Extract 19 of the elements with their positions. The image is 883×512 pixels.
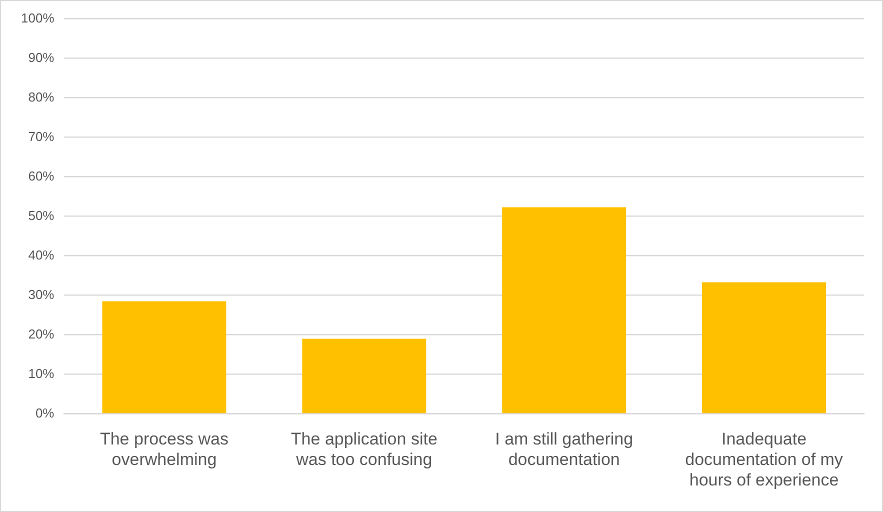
bar	[502, 207, 626, 414]
y-tick-label: 60%	[28, 168, 55, 184]
y-tick-label: 20%	[28, 326, 55, 342]
y-tick-label: 10%	[28, 366, 55, 381]
y-tick-label: 80%	[28, 89, 55, 104]
x-tick-label: The process was overwhelming	[100, 430, 228, 470]
bar	[302, 338, 426, 414]
y-tick-label: 90%	[28, 50, 55, 65]
bar	[702, 282, 826, 414]
y-tick-label: 100%	[21, 10, 55, 26]
y-tick-label: 0%	[35, 405, 55, 420]
y-tick-label: 50%	[28, 208, 55, 223]
x-tick-label: I am still gathering documentation	[495, 430, 634, 470]
y-tick-label: 40%	[28, 247, 55, 262]
bar	[102, 301, 226, 414]
y-tick-label: 30%	[28, 286, 55, 302]
y-tick-label: 70%	[28, 128, 55, 144]
x-tick-label: The application site was too confusing	[290, 430, 438, 470]
x-tick-label: Inadequate documentation of my hours of experience	[685, 430, 844, 490]
